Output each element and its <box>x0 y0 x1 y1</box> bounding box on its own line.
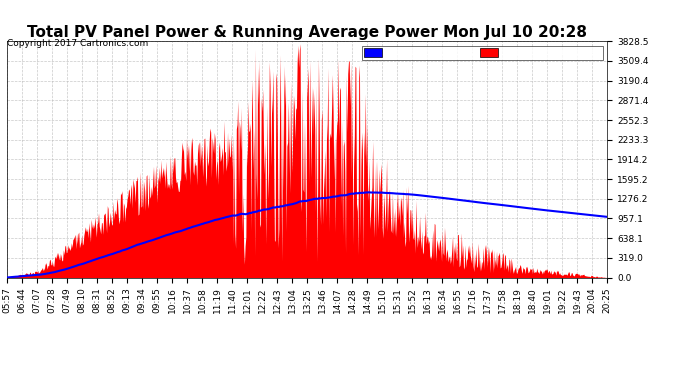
Legend: Average  (DC Watts), PV Panels  (DC Watts): Average (DC Watts), PV Panels (DC Watts) <box>362 46 602 60</box>
Title: Total PV Panel Power & Running Average Power Mon Jul 10 20:28: Total PV Panel Power & Running Average P… <box>27 25 587 40</box>
Text: Copyright 2017 Cartronics.com: Copyright 2017 Cartronics.com <box>7 39 148 48</box>
